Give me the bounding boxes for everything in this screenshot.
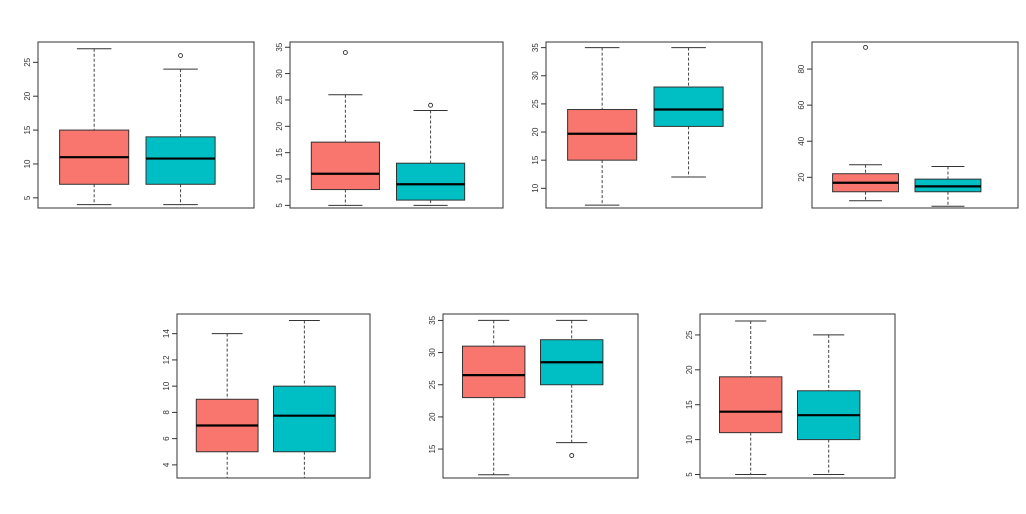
y-tick-label: 20 xyxy=(531,127,540,136)
iqr-box xyxy=(567,109,638,161)
box-group-2 xyxy=(145,53,216,206)
box-group-1 xyxy=(310,50,380,206)
y-tick-label: 15 xyxy=(531,155,540,164)
iqr-box xyxy=(653,86,724,127)
boxplot-a: 5 10 15 20 25 xyxy=(23,41,255,209)
plot-frame xyxy=(811,41,1019,209)
iqr-box xyxy=(310,141,380,191)
y-tick-label: 4 xyxy=(162,462,171,467)
y-axis: 20 40 60 80 xyxy=(797,64,812,182)
y-tick-label: 35 xyxy=(428,315,437,324)
y-tick-label: 20 xyxy=(428,412,437,421)
y-tick-label: 5 xyxy=(275,203,284,208)
iqr-box xyxy=(273,385,336,453)
box-group-2 xyxy=(914,166,982,207)
y-tick-label: 10 xyxy=(685,435,694,444)
y-tick-label: 15 xyxy=(685,400,694,409)
y-tick-label: 15 xyxy=(275,148,284,157)
y-tick-label: 35 xyxy=(275,42,284,51)
y-axis: 15 20 25 30 35 xyxy=(428,315,443,454)
y-tick-label: 35 xyxy=(531,43,540,52)
iqr-box xyxy=(396,162,466,201)
y-tick-label: 5 xyxy=(23,195,32,200)
y-tick-label: 80 xyxy=(797,64,806,73)
y-tick-label: 25 xyxy=(275,95,284,104)
y-tick-label: 20 xyxy=(685,365,694,374)
boxplot-e: 4 6 8 10 12 14 xyxy=(162,313,371,479)
y-tick-label: 6 xyxy=(162,436,171,441)
y-tick-label: 20 xyxy=(797,172,806,181)
box-group-1 xyxy=(719,320,783,476)
box-group-2 xyxy=(273,320,336,479)
plot-frame xyxy=(37,41,255,209)
box-group-1 xyxy=(832,44,900,202)
box-group-2 xyxy=(540,319,604,458)
y-tick-label: 10 xyxy=(531,183,540,192)
y-tick-label: 20 xyxy=(275,121,284,130)
y-tick-label: 30 xyxy=(531,71,540,80)
box-group-1 xyxy=(59,48,130,206)
y-tick-label: 10 xyxy=(23,159,32,168)
y-tick-label: 15 xyxy=(23,125,32,134)
y-tick-label: 10 xyxy=(275,174,284,183)
y-tick-label: 20 xyxy=(23,91,32,100)
box-group-2 xyxy=(396,102,466,206)
iqr-box xyxy=(462,345,526,399)
y-tick-label: 25 xyxy=(685,330,694,339)
y-tick-label: 10 xyxy=(162,381,171,390)
boxplot-f: 15 20 25 30 35 xyxy=(428,313,639,479)
y-tick-label: 15 xyxy=(428,444,437,453)
y-axis: 10 15 20 25 30 35 xyxy=(531,43,546,193)
y-axis: 5 10 15 20 25 xyxy=(685,330,700,477)
boxplot-c: 10 15 20 25 30 35 xyxy=(531,41,763,209)
box-group-1 xyxy=(567,47,638,206)
plot-frame xyxy=(289,41,504,209)
outlier-point xyxy=(342,50,348,55)
y-tick-label: 25 xyxy=(23,57,32,66)
y-tick-label: 40 xyxy=(797,136,806,145)
y-tick-label: 25 xyxy=(531,99,540,108)
y-tick-label: 12 xyxy=(162,355,171,364)
y-axis: 4 6 8 10 12 14 xyxy=(162,329,177,467)
y-tick-label: 14 xyxy=(162,329,171,338)
plot-frame xyxy=(176,313,371,479)
plot-frame xyxy=(442,313,639,479)
plot-frame xyxy=(545,41,763,209)
box-group-2 xyxy=(797,334,861,476)
y-axis: 5 10 15 20 25 xyxy=(23,57,38,200)
iqr-box xyxy=(145,136,216,185)
boxplot-d: 20 40 60 80 xyxy=(797,41,1019,209)
y-tick-label: 5 xyxy=(685,472,694,477)
box-group-2 xyxy=(653,47,724,178)
box-group-1 xyxy=(195,333,259,479)
outlier-point xyxy=(178,53,184,59)
iqr-box xyxy=(719,376,783,434)
y-axis: 5 10 15 20 25 30 35 xyxy=(275,42,290,208)
plot-frame xyxy=(699,313,896,479)
outlier-point xyxy=(428,102,434,108)
outlier-point xyxy=(569,453,575,458)
boxplot-b: 5 10 15 20 25 30 35 xyxy=(275,41,504,209)
boxplot-g: 5 10 15 20 25 xyxy=(685,313,896,479)
y-tick-label: 30 xyxy=(428,348,437,357)
y-tick-label: 25 xyxy=(428,380,437,389)
y-tick-label: 8 xyxy=(162,410,171,415)
y-tick-label: 30 xyxy=(275,69,284,78)
outlier-point xyxy=(863,44,869,50)
y-tick-label: 60 xyxy=(797,100,806,109)
box-group-1 xyxy=(462,319,526,476)
